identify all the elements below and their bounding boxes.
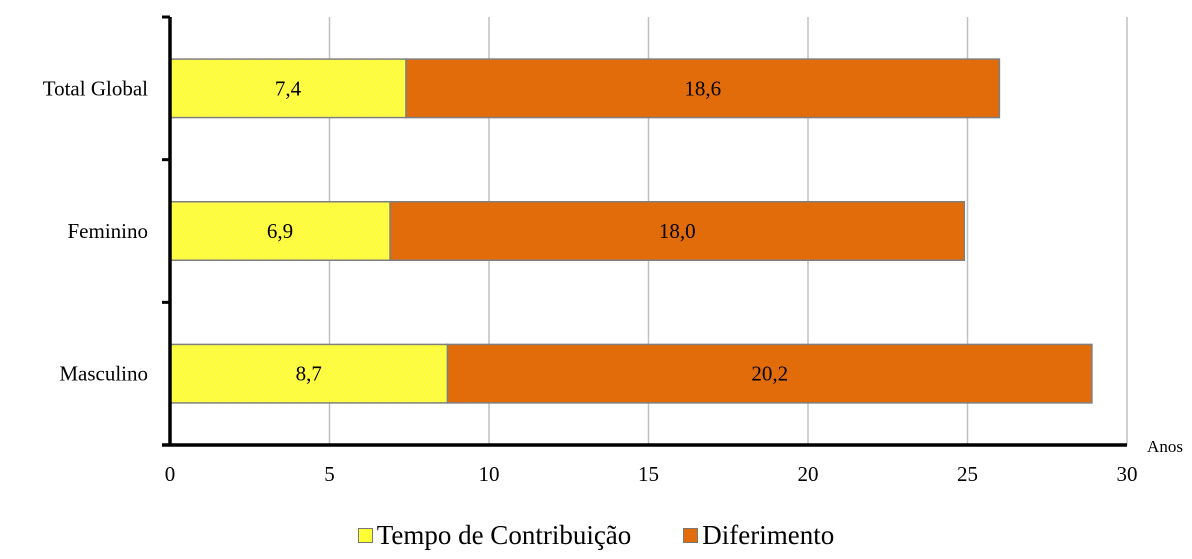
bar-diferimento-1 [389,201,966,261]
data-label-diferimento-2: 20,2 [751,362,788,386]
x-tick-label-25: 25 [957,462,978,486]
x-tick-label-0: 0 [165,462,176,486]
category-label-0: Total Global [43,76,148,100]
legend-swatch-diferimento [683,528,699,543]
legend-item-diferimento: Diferimento [683,520,834,551]
data-label-tempo-0: 7,4 [275,76,302,100]
bar-diferimento-0 [405,58,1001,119]
data-label-tempo-2: 8,7 [296,362,322,386]
x-tick-label-20: 20 [798,462,819,486]
x-tick-label-10: 10 [479,462,500,486]
data-label-tempo-1: 6,9 [267,219,293,243]
legend-item-tempo: Tempo de Contribuição [357,520,632,551]
legend-label-tempo: Tempo de Contribuição [376,520,632,550]
data-label-diferimento-1: 18,0 [659,219,696,243]
x-tick-label-5: 5 [324,462,335,486]
bar-tempo-0 [169,58,407,119]
legend-label-diferimento: Diferimento [702,520,835,550]
x-tick-label-15: 15 [638,462,659,486]
legend-swatch-tempo [357,528,373,543]
bar-diferimento-2 [446,343,1093,404]
data-label-diferimento-0: 18,6 [684,76,721,100]
axes [162,15,1127,447]
bars [169,58,1093,404]
x-unit-label: Anos [1147,437,1183,456]
category-label-1: Feminino [67,219,148,243]
legend: Tempo de Contribuição Diferimento [0,520,1192,551]
bar-tempo-2 [169,343,449,404]
labels: 7,4 18,6 Total Global 6,9 18,0 Feminino 8,7 20,… [43,76,1183,486]
category-label-2: Masculino [59,362,148,386]
x-tick-label-30: 30 [1117,462,1138,486]
stacked-bar-chart: 7,4 18,6 Total Global 6,9 18,0 Feminino 8,7 20,… [43,15,1183,486]
